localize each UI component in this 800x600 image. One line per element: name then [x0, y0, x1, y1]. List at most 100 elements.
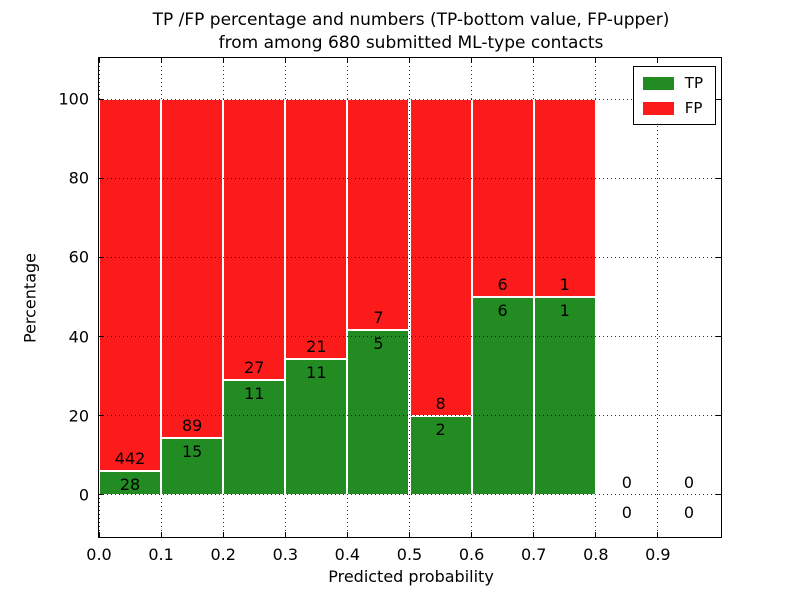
x-tick-top — [595, 58, 597, 63]
y-tick-left — [99, 177, 104, 180]
x-tick-top — [533, 58, 535, 63]
fp-bar-segment — [161, 99, 224, 438]
tp-count-label: 11 — [306, 362, 327, 382]
x-tick-label: 0.7 — [520, 545, 547, 564]
x-tick-label: 0.3 — [272, 545, 299, 564]
y-tick-left — [99, 414, 104, 417]
x-tick-bottom — [346, 532, 348, 537]
tp-bar-segment — [223, 380, 286, 495]
tp-bar-segment — [533, 297, 596, 495]
tp-bar-segment — [347, 329, 410, 495]
fp-count-label: 21 — [306, 336, 327, 356]
tp-count-label: 0 — [683, 502, 695, 522]
y-tick-label: 20 — [68, 406, 89, 425]
tp-count-label: 1 — [559, 301, 570, 320]
tp-count-label: 5 — [373, 333, 384, 353]
tp-count-label: 0 — [621, 502, 632, 522]
x-tick-label: 0.5 — [396, 545, 423, 564]
y-tick-right — [716, 414, 721, 417]
tp-count-label: 11 — [244, 384, 265, 404]
fp-count-label: 89 — [181, 415, 203, 435]
fp-count-label: 0 — [683, 472, 695, 492]
y-tick-right — [716, 177, 721, 180]
y-gridline — [99, 336, 721, 337]
x-tick-label: 0.9 — [645, 545, 671, 564]
x-axis-label: Predicted probability — [328, 567, 494, 586]
fp-bar-segment — [533, 99, 596, 297]
plot-area: TP FP 0.0 0.1 0.2 0.3 0.4 0.5 0.6 0.7 0.8 0.9 0 20 4… — [58, 57, 722, 564]
y-tick-label: 80 — [68, 168, 89, 188]
x-tick-bottom — [98, 532, 100, 537]
tp-count-label: 28 — [119, 474, 141, 494]
x-tick-top — [346, 58, 348, 63]
y-tick-label: 100 — [58, 89, 89, 109]
legend-item-fp: FP — [642, 99, 703, 117]
y-tick-left — [99, 493, 104, 496]
x-tick-bottom — [222, 532, 224, 537]
y-tick-label: 40 — [68, 327, 89, 346]
y-tick-left — [99, 98, 104, 101]
legend-item-tp: TP — [642, 74, 703, 92]
y-tick-left — [99, 335, 104, 338]
fp-bar-segment — [347, 99, 410, 330]
y-gridline — [99, 415, 721, 416]
tp-bar-segment — [99, 470, 162, 495]
x-tick-label: 0.2 — [210, 545, 236, 564]
y-tick-right — [716, 493, 721, 496]
x-gridline — [657, 58, 659, 537]
y-gridline — [99, 98, 721, 100]
x-tick-top — [98, 58, 100, 63]
x-tick-bottom — [408, 532, 411, 537]
y-tick-right — [716, 98, 721, 101]
y-tick-left — [99, 256, 104, 259]
y-axis-label: Percentage — [20, 252, 40, 344]
legend: TP FP — [632, 66, 716, 125]
tp-bar-segment — [409, 415, 472, 495]
fp-count-label: 442 — [114, 448, 146, 468]
x-tick-bottom — [657, 532, 659, 537]
x-tick-top — [284, 58, 286, 63]
x-tick-bottom — [160, 532, 162, 537]
x-tick-top — [160, 58, 162, 63]
x-tick-label: 0.0 — [86, 545, 112, 564]
chart-title-line1: TP /FP percentage and numbers (TP-bottom… — [152, 10, 670, 30]
x-tick-label: 0.8 — [583, 545, 609, 564]
x-tick-bottom — [471, 532, 473, 537]
chart-title-line2: from among 680 submitted ML-type contact… — [218, 33, 604, 53]
tp-count-label: 6 — [497, 301, 508, 320]
fp-count-label: 1 — [559, 275, 570, 294]
x-tick-top — [222, 58, 224, 63]
y-tick-right — [716, 256, 721, 259]
fp-count-label: 6 — [497, 275, 508, 294]
fp-bar-segment — [99, 99, 162, 471]
legend-label-fp: FP — [684, 99, 703, 117]
fp-bar-segment — [223, 99, 286, 381]
x-tick-top — [471, 58, 473, 63]
x-tick-label: 0.6 — [458, 545, 485, 564]
y-gridline — [99, 256, 721, 258]
x-tick-label: 0.1 — [148, 545, 174, 564]
tp-swatch-icon — [642, 76, 674, 90]
fp-count-label: 7 — [373, 307, 384, 327]
tp-bar-segment — [471, 297, 534, 495]
fp-bar-segment — [285, 99, 348, 359]
legend-label-tp: TP — [684, 74, 703, 92]
y-tick-label: 60 — [68, 247, 89, 267]
tp-count-label: 2 — [435, 419, 446, 439]
x-tick-bottom — [284, 532, 286, 537]
x-tick-top — [408, 58, 411, 63]
x-tick-bottom — [595, 532, 597, 537]
fp-bar-segment — [471, 99, 534, 297]
x-tick-label: 0.4 — [334, 545, 361, 564]
x-gridline — [595, 58, 597, 537]
tp-count-label: 15 — [181, 441, 203, 461]
fp-count-label: 8 — [435, 393, 446, 413]
x-tick-top — [657, 58, 659, 63]
y-tick-label: 0 — [78, 485, 89, 505]
chart-title: TP /FP percentage and numbers (TP-bottom… — [99, 9, 723, 55]
tp-bar-segment — [161, 437, 224, 495]
tp-bar-segment — [285, 358, 348, 495]
fp-count-label: 27 — [244, 358, 265, 378]
y-gridline — [99, 494, 721, 496]
